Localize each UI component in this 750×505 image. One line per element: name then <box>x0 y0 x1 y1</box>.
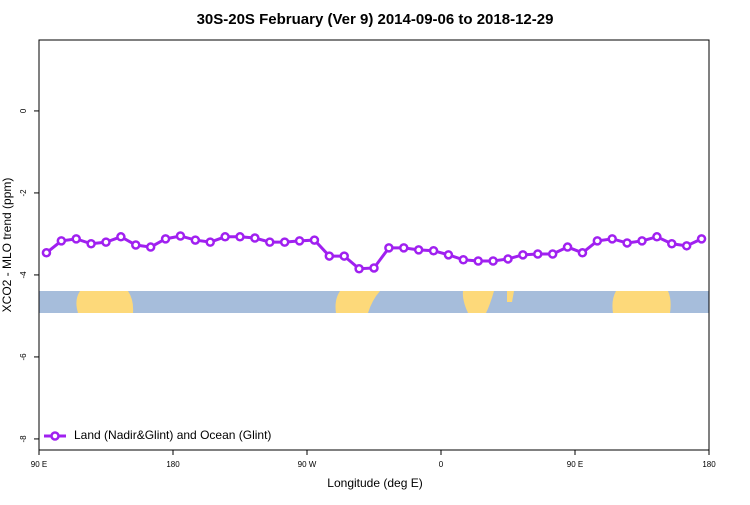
data-point <box>309 235 320 245</box>
y-tick-label: -4 <box>19 271 28 279</box>
data-point <box>160 234 171 244</box>
data-point <box>399 243 409 253</box>
data-point <box>533 249 543 259</box>
data-point <box>220 232 230 242</box>
legend-label: Land (Nadir&Glint) and Ocean (Glint) <box>74 428 271 442</box>
y-tick-label: 0 <box>19 108 28 113</box>
land-patch <box>612 291 671 313</box>
data-point <box>145 242 156 252</box>
data-point <box>279 237 290 247</box>
data-point <box>443 250 454 260</box>
data-point <box>696 234 707 244</box>
data-point <box>71 234 81 244</box>
land-ocean-map <box>39 291 709 313</box>
data-point <box>577 248 588 258</box>
data-point <box>681 241 692 251</box>
data-point <box>473 256 483 266</box>
data-point <box>190 235 201 245</box>
data-point <box>324 251 335 261</box>
legend-marker <box>50 431 60 441</box>
land-patch <box>76 291 134 313</box>
y-tick-label: -6 <box>19 353 28 361</box>
data-point <box>622 238 632 248</box>
data-point <box>205 237 215 247</box>
data-point <box>339 251 349 261</box>
data-point <box>503 254 513 264</box>
data-point <box>369 263 379 273</box>
y-axis-label: XCO2 - MLO trend (ppm) <box>0 178 14 313</box>
data-point <box>652 232 662 242</box>
data-point <box>547 249 558 259</box>
data-point <box>413 245 424 255</box>
data-point <box>592 236 603 246</box>
x-tick-label: 90 W <box>298 460 317 469</box>
y-tick-label: -2 <box>19 189 28 197</box>
land-patch <box>335 291 380 313</box>
x-tick-label: 90 E <box>31 460 47 469</box>
data-point <box>294 236 305 246</box>
x-axis-label: Longitude (deg E) <box>327 476 422 490</box>
ocean-strip <box>39 291 709 313</box>
data-point <box>488 256 498 266</box>
data-point <box>265 237 275 247</box>
data-point <box>518 250 528 260</box>
data-point <box>235 232 245 242</box>
chart-title: 30S-20S February (Ver 9) 2014-09-06 to 2… <box>197 11 554 28</box>
land-patch <box>507 291 514 302</box>
data-point <box>175 231 186 241</box>
data-point <box>458 255 469 265</box>
land-patch <box>462 291 494 313</box>
data-point <box>101 237 111 247</box>
x-tick-label: 180 <box>702 460 716 469</box>
data-point <box>562 242 573 252</box>
data-point <box>637 236 647 246</box>
y-tick-label: -8 <box>19 435 28 443</box>
data-point <box>428 245 439 256</box>
data-point <box>116 232 126 242</box>
x-tick-label: 90 E <box>567 460 583 469</box>
data-point <box>86 239 96 249</box>
data-point <box>250 233 260 243</box>
x-tick-label: 180 <box>166 460 180 469</box>
data-point <box>667 239 677 249</box>
plot-frame <box>38 39 710 451</box>
data-point <box>354 264 364 274</box>
data-point <box>56 236 67 246</box>
data-point <box>41 248 52 258</box>
data-point <box>384 243 394 253</box>
data-point <box>607 234 617 244</box>
x-tick-label: 0 <box>439 460 444 469</box>
data-point <box>131 240 141 250</box>
